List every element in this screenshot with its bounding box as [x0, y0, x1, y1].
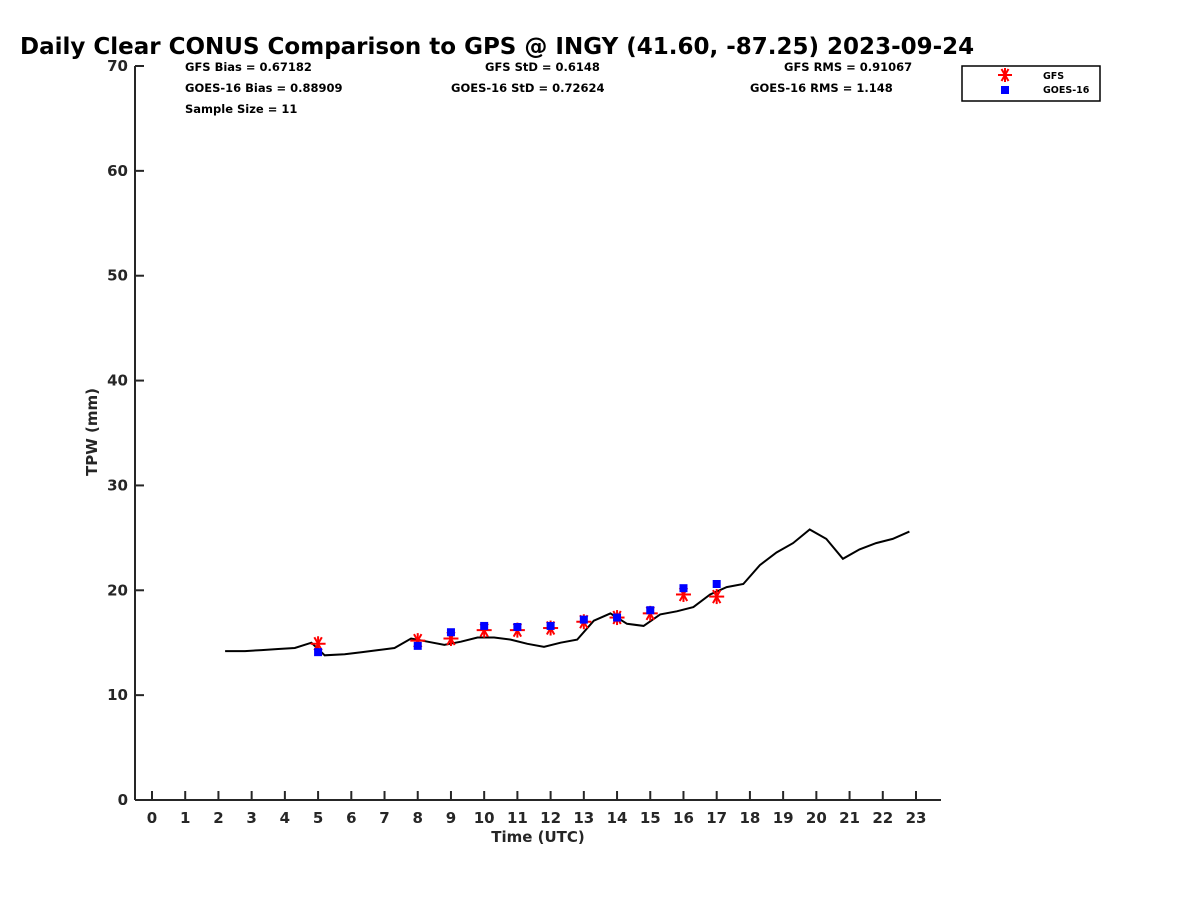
y-ticks: 0 10 20 30 40 50 60 70 [107, 57, 144, 809]
gps-tpw-line [225, 528, 910, 657]
goes-bias-stat: GOES-16 Bias = 0.88909 [185, 81, 342, 95]
legend-asterisk [998, 68, 1012, 82]
x-tick-label: 1 [180, 809, 190, 827]
y-tick-label: 30 [107, 476, 128, 494]
y-tick-label: 0 [118, 791, 128, 809]
legend-box [961, 65, 1101, 102]
plot-axes [134, 66, 941, 801]
goes-std-stat: GOES-16 StD = 0.72624 [451, 81, 604, 95]
series-layer [225, 528, 910, 657]
y-axis-label: TPW (mm) [83, 388, 101, 476]
x-tick-label: 0 [147, 809, 157, 827]
gfs-point [709, 589, 725, 605]
goes-rms-stat: GOES-16 RMS = 1.148 [750, 81, 893, 95]
gfs-rms-stat: GFS RMS = 0.91067 [784, 60, 912, 74]
legend-goes-square-icon [1001, 86, 1009, 94]
x-tick-label: 16 [673, 809, 694, 827]
x-tick-label: 6 [346, 809, 356, 827]
x-tick-label: 21 [839, 809, 860, 827]
chart-title: Daily Clear CONUS Comparison to GPS @ IN… [20, 34, 974, 60]
goes-point [613, 613, 622, 622]
x-tick-label: 15 [640, 809, 661, 827]
y-tick-label: 10 [107, 686, 128, 704]
goes-point [679, 584, 688, 593]
y-tick-label: 70 [107, 57, 128, 75]
stats-block: GFS Bias = 0.67182 GOES-16 Bias = 0.8890… [185, 60, 912, 116]
x-tick-label: 20 [806, 809, 827, 827]
gfs-std-stat: GFS StD = 0.6148 [485, 60, 600, 74]
y-tick-label: 60 [107, 162, 128, 180]
x-ticks: 0 1 2 3 4 5 6 7 8 9 10 11 12 13 14 15 16 17 18 19 20 21 22 23 [147, 791, 927, 827]
y-tick-label: 40 [107, 372, 128, 390]
x-tick-label: 19 [773, 809, 794, 827]
goes-point [712, 579, 721, 588]
x-tick-label: 12 [540, 809, 561, 827]
x-tick-label: 22 [872, 809, 893, 827]
goes-point [480, 621, 489, 630]
goes-point [579, 615, 588, 624]
x-tick-label: 4 [280, 809, 290, 827]
x-tick-label: 5 [313, 809, 323, 827]
x-tick-label: 10 [474, 809, 495, 827]
goes-point [446, 628, 455, 637]
x-tick-label: 23 [906, 809, 927, 827]
x-tick-label: 8 [413, 809, 423, 827]
x-tick-label: 3 [246, 809, 256, 827]
legend: GFS GOES-16 [961, 65, 1101, 102]
x-tick-label: 17 [706, 809, 727, 827]
legend-goes-label: GOES-16 [1043, 85, 1090, 96]
x-tick-label: 14 [607, 809, 628, 827]
legend-gfs-label: GFS [1043, 71, 1064, 82]
goes-point [646, 606, 655, 615]
sample-size-stat: Sample Size = 11 [185, 102, 297, 116]
gfs-bias-stat: GFS Bias = 0.67182 [185, 60, 312, 74]
x-tick-label: 9 [446, 809, 456, 827]
goes-point [546, 621, 555, 630]
y-tick-label: 50 [107, 267, 128, 285]
legend-gfs-asterisk-icon [998, 68, 1012, 82]
goes-point [513, 622, 522, 631]
x-tick-label: 13 [573, 809, 594, 827]
goes-point [314, 648, 323, 657]
x-axis-label: Time (UTC) [491, 828, 585, 846]
goes-point [413, 641, 422, 650]
y-tick-label: 20 [107, 581, 128, 599]
x-tick-label: 2 [213, 809, 223, 827]
x-tick-label: 11 [507, 809, 528, 827]
x-tick-label: 7 [379, 809, 389, 827]
x-tick-label: 18 [739, 809, 760, 827]
